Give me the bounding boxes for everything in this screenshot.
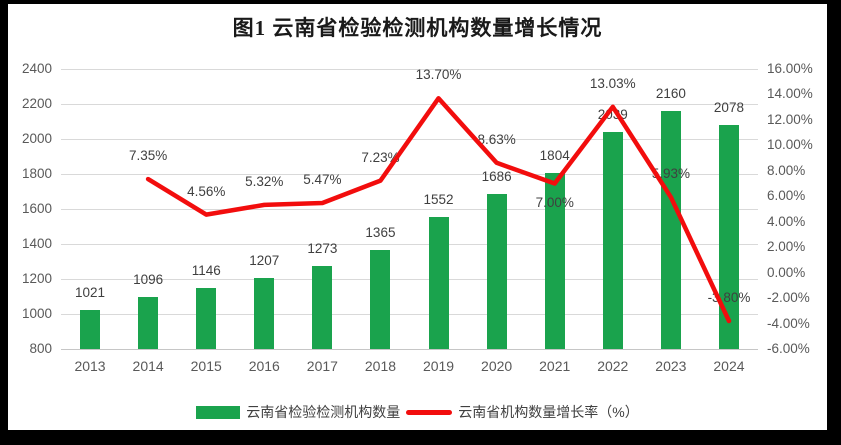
right-axis-tick: -2.00% xyxy=(767,290,810,306)
growth-rate-label: 5.93% xyxy=(651,166,691,182)
right-axis-tick: -6.00% xyxy=(767,341,810,356)
x-axis-tick: 2016 xyxy=(248,358,280,374)
gridline xyxy=(61,104,758,105)
x-axis-tick: 2024 xyxy=(713,358,745,374)
right-axis-tick: 6.00% xyxy=(767,188,806,204)
line-series-label: 云南省机构数量增长率（%） xyxy=(458,404,639,420)
x-axis-tick: 2015 xyxy=(190,358,222,374)
line-series-swatch-icon xyxy=(406,409,453,415)
bar-value-label: 1804 xyxy=(539,148,570,164)
bar xyxy=(370,250,391,349)
left-axis-tick: 1800 xyxy=(21,166,52,181)
left-axis-tick: 1600 xyxy=(21,201,52,216)
legend-item-bars: 云南省检验检测机构数量 xyxy=(196,402,400,422)
plot-area: 2400 2200 2000 1800 1600 1400 1200 1000 800 16.00… xyxy=(8,4,827,430)
bar xyxy=(718,125,739,349)
growth-rate-label: 7.35% xyxy=(128,148,168,164)
bar xyxy=(138,297,159,349)
x-axis-tick: 2018 xyxy=(364,358,397,374)
bar-value-label: 2160 xyxy=(655,86,686,101)
chart-title: 图1 云南省检验检测机构数量增长情况 xyxy=(232,16,603,40)
bar-value-label: 1021 xyxy=(75,285,106,301)
growth-rate-label: 7.23% xyxy=(361,149,400,165)
gridline xyxy=(61,209,758,210)
left-axis-tick: 1000 xyxy=(21,306,52,321)
bar xyxy=(602,132,623,349)
x-axis-tick: 2013 xyxy=(74,358,106,374)
left-axis-tick: 2200 xyxy=(21,96,52,111)
left-axis-tick: 800 xyxy=(29,341,52,356)
right-axis-tick: 2.00% xyxy=(767,239,806,255)
gridline xyxy=(61,139,758,140)
left-axis-tick: 2000 xyxy=(21,131,52,146)
right-axis-tick: 12.00% xyxy=(767,111,813,127)
left-axis-tick: 2400 xyxy=(21,61,52,76)
legend: 云南省检验检测机构数量 云南省机构数量增长率（%） xyxy=(8,402,827,422)
bar-series-swatch-icon xyxy=(196,405,241,419)
bar-value-label: 1096 xyxy=(133,272,164,288)
bar xyxy=(254,277,275,349)
bar-series-label: 云南省检验检测机构数量 xyxy=(246,404,401,420)
x-axis-tick: 2020 xyxy=(481,358,513,374)
legend-item-line: 云南省机构数量增长率（%） xyxy=(406,402,639,422)
bar-value-label: 1552 xyxy=(423,192,454,208)
chart-canvas: 图1 云南省检验检测机构数量增长情况 2400 2200 2000 1800 1600 1… xyxy=(8,4,827,430)
growth-rate-label: -3.80% xyxy=(707,290,751,305)
x-axis-tick: 2017 xyxy=(306,358,338,374)
bar-value-label: 2039 xyxy=(597,107,628,123)
right-axis-tick: -4.00% xyxy=(767,315,810,331)
bar-value-label: 1686 xyxy=(481,168,512,184)
growth-rate-label: 8.63% xyxy=(477,131,516,147)
right-axis-tick: 10.00% xyxy=(767,137,813,153)
growth-rate-label: 7.00% xyxy=(535,194,574,210)
growth-rate-label: 5.47% xyxy=(303,172,342,188)
left-axis-tick: 1200 xyxy=(21,271,52,286)
gridline xyxy=(61,314,758,315)
right-axis-tick: 14.00% xyxy=(767,86,813,102)
left-axis-tick: 1400 xyxy=(21,236,52,251)
right-axis-tick: 4.00% xyxy=(767,213,806,229)
bar xyxy=(80,310,101,349)
bar-value-label: 1207 xyxy=(249,252,280,268)
bar xyxy=(428,217,449,349)
bar xyxy=(486,193,507,349)
bar-value-label: 1146 xyxy=(191,263,221,279)
right-axis-tick: 8.00% xyxy=(767,162,806,178)
growth-rate-label: 13.03% xyxy=(589,75,636,91)
right-axis-tick: 16.00% xyxy=(767,61,813,76)
bar xyxy=(660,111,681,349)
gridline xyxy=(61,349,758,350)
x-axis-tick: 2014 xyxy=(132,358,164,374)
x-axis-tick: 2019 xyxy=(422,358,455,374)
bar xyxy=(312,266,333,349)
growth-rate-label: 13.70% xyxy=(415,67,462,83)
bar-value-label: 2078 xyxy=(713,100,744,116)
bar-value-label: 1365 xyxy=(365,225,396,241)
bar-value-label: 1273 xyxy=(307,241,338,257)
x-axis-tick: 2023 xyxy=(655,358,687,374)
x-axis-tick: 2021 xyxy=(539,358,571,374)
gridline xyxy=(61,244,758,245)
x-axis-tick: 2022 xyxy=(597,358,629,374)
gridline xyxy=(61,69,758,70)
right-axis-tick: 0.00% xyxy=(767,264,806,280)
bar xyxy=(196,288,217,349)
